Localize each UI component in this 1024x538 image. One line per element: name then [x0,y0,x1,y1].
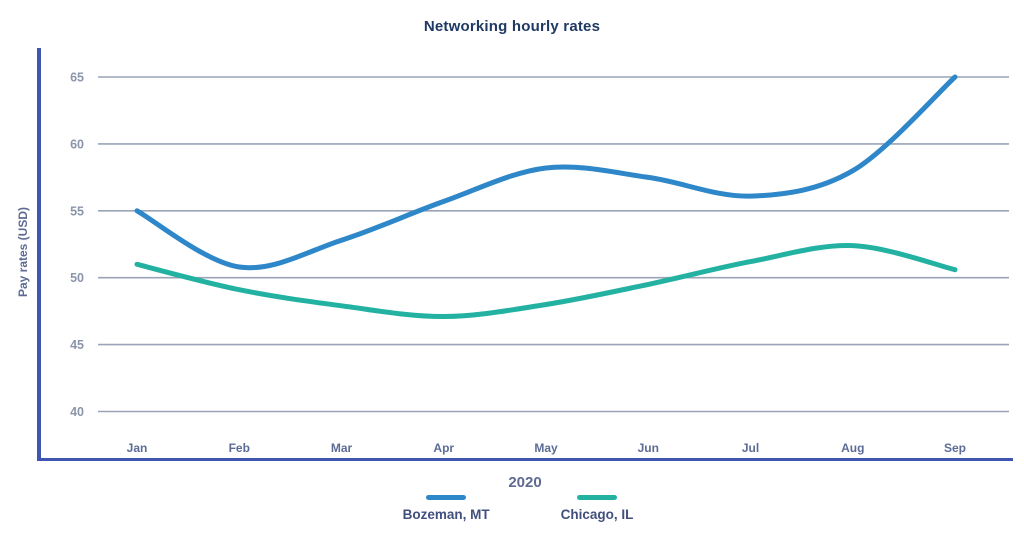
legend-label-bozeman-mt: Bozeman, MT [402,507,490,522]
x-tick-label: May [534,441,558,455]
legend-item-bozeman-mt[interactable]: Bozeman, MT [403,495,490,522]
x-tick-label: Apr [433,441,454,455]
chart-title: Networking hourly rates [423,18,601,35]
y-tick-label: 55 [70,204,84,218]
x-tick-label: Jan [127,441,148,455]
x-tick-label: Aug [841,441,864,455]
legend-swatch-chicago-il [577,495,617,500]
y-tick-label: 40 [70,405,84,419]
legend-swatch-bozeman-mt [426,495,467,500]
x-tick-label: Feb [229,441,250,455]
legend-label-chicago-il: Chicago, IL [560,507,634,522]
y-tick-label: 45 [70,338,84,352]
x-tick-label: Jun [638,441,659,455]
x-tick-label: Sep [944,441,966,455]
y-tick-label: 65 [70,71,84,85]
x-tick-label: Jul [742,441,759,455]
legend: Bozeman, MT Chicago, IL [6,495,1024,522]
series-line-chicago-il [134,243,958,320]
x-axis-year-label: 2020 [508,474,541,491]
legend-item-chicago-il[interactable]: Chicago, IL [560,495,634,522]
series-line-bozeman-mt [134,74,958,271]
y-tick-label: 60 [70,137,84,151]
x-tick-label: Mar [331,441,353,455]
y-tick-label: 50 [70,271,84,285]
